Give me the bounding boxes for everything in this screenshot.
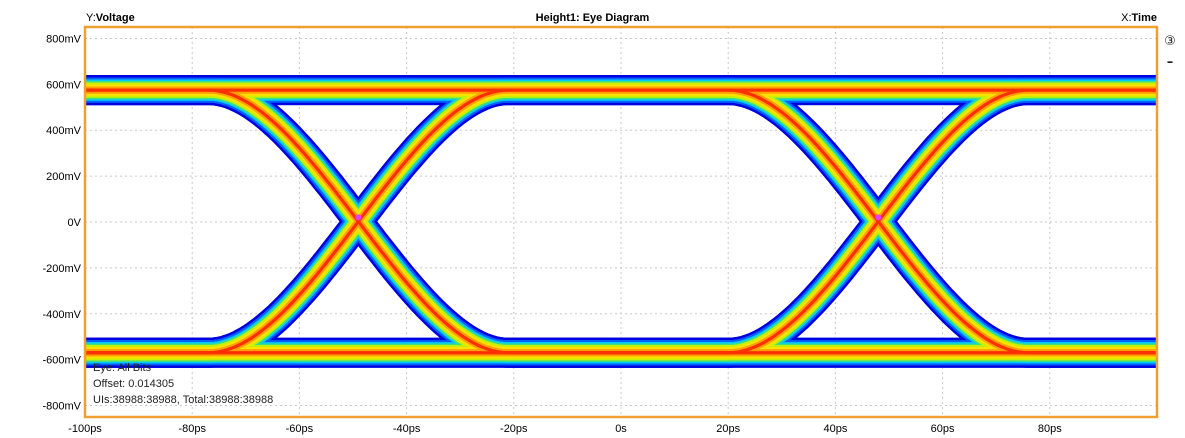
crossing-markers bbox=[355, 214, 882, 221]
collapse-button[interactable]: – bbox=[1166, 55, 1174, 70]
y-tick-label: 0V bbox=[68, 217, 82, 229]
x-tick-label: -100ps bbox=[68, 423, 102, 435]
x-tick-label: 40ps bbox=[823, 423, 847, 435]
y-tick-label: 600mV bbox=[46, 79, 82, 91]
eye-trace bbox=[85, 88, 1157, 355]
x-tick-label: -20ps bbox=[500, 423, 528, 435]
x-tick-label: -40ps bbox=[393, 423, 421, 435]
x-tick-label: -60ps bbox=[286, 423, 314, 435]
y-tick-label: -200mV bbox=[42, 263, 81, 275]
offset-label: Offset: 0.014305 bbox=[93, 378, 175, 390]
chart-title: Height1: Eye Diagram bbox=[535, 12, 650, 24]
x-axis-caption: X:Time bbox=[1121, 12, 1157, 24]
x-tick-label: 60ps bbox=[931, 423, 955, 435]
x-axis-name: Time bbox=[1131, 12, 1157, 24]
y-tick-labels: 800mV 600mV 400mV 200mV 0V -200mV -400mV -600mV… bbox=[42, 33, 81, 412]
plot-frame bbox=[83, 25, 1159, 419]
crossing-point bbox=[875, 214, 882, 221]
y-axis-caption: Y:Voltage bbox=[86, 12, 135, 24]
x-tick-label: 20ps bbox=[716, 423, 740, 435]
eye-mode-label: Eye: All Bits bbox=[93, 362, 152, 374]
y-axis-name: Voltage bbox=[95, 12, 135, 24]
x-tick-labels: -100ps -80ps -60ps -40ps -20ps 0s 20ps 40ps 60ps… bbox=[68, 423, 1062, 435]
y-tick-label: -800mV bbox=[42, 401, 81, 413]
y-tick-label: -400mV bbox=[42, 309, 81, 321]
density-band-7 bbox=[85, 88, 1157, 355]
ui-count-label: UIs:38988:38988, Total:38988:38988 bbox=[93, 394, 274, 406]
x-tick-label: -80ps bbox=[178, 423, 206, 435]
crossing-point bbox=[355, 214, 362, 221]
y-tick-label: -600mV bbox=[42, 355, 81, 367]
y-tick-label: 800mV bbox=[46, 33, 82, 45]
eye-density-traces bbox=[85, 75, 1157, 368]
x-tick-label: 0s bbox=[615, 423, 627, 435]
channel-button[interactable]: ③ bbox=[1164, 34, 1176, 49]
y-tick-label: 400mV bbox=[46, 125, 82, 137]
x-tick-label: 80ps bbox=[1038, 423, 1062, 435]
y-tick-label: 200mV bbox=[46, 171, 82, 183]
